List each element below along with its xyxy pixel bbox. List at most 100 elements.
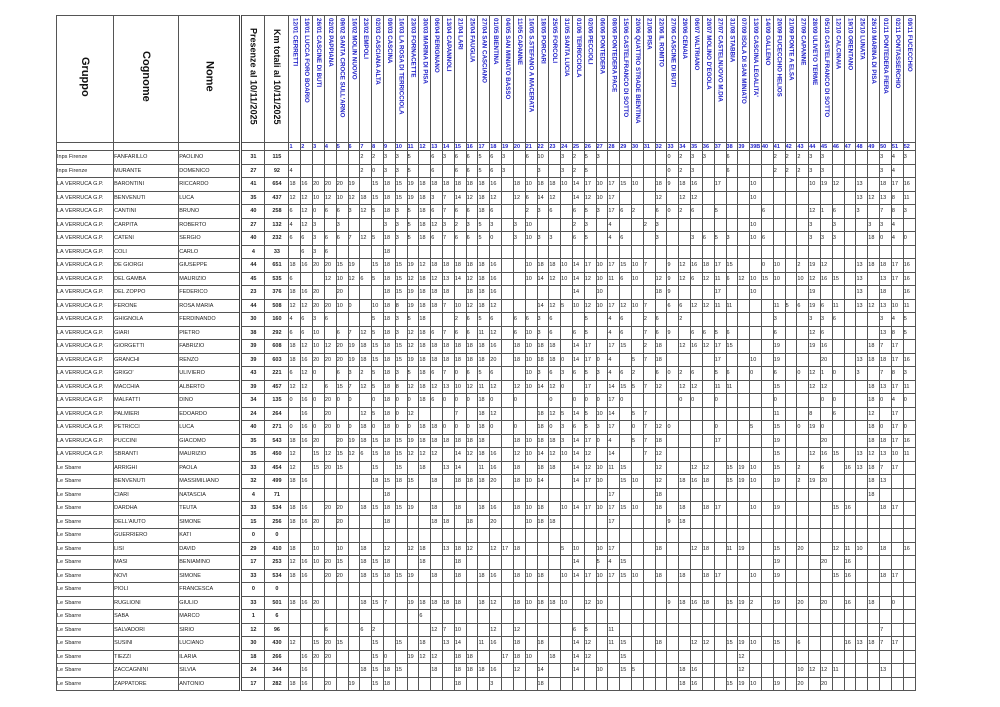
km-cell	[382, 622, 396, 637]
km-cell: 3	[501, 150, 514, 165]
km-cell	[831, 190, 845, 205]
km-cell: 3	[394, 163, 408, 178]
surname-cell: CARPITA	[113, 217, 180, 232]
km-cell: 10	[749, 474, 762, 489]
km-cell	[902, 595, 917, 610]
km-cell	[477, 649, 491, 664]
km-cell	[442, 528, 455, 543]
km-cell: 18	[382, 433, 396, 448]
km-cell: 17	[890, 501, 904, 516]
km-cell	[749, 582, 762, 597]
km-cell: 12	[701, 460, 715, 475]
km-cell: 15	[371, 636, 384, 651]
km-cell	[418, 622, 432, 637]
name-cell: DINO	[178, 393, 242, 408]
km-cell	[512, 528, 526, 543]
km-cell: 18	[382, 366, 396, 381]
km-cell	[477, 555, 491, 570]
km-cell: 0	[335, 420, 349, 435]
km-cell: 6	[288, 271, 302, 286]
table-row: Le Sbarre SALVADORI SIRIO 12 96 6 6 2 12 7 10 12 12 6…	[55, 622, 917, 637]
km-cell	[701, 663, 715, 678]
km-cell	[442, 582, 455, 597]
km-cell: 4	[607, 366, 621, 381]
km-cell	[701, 487, 715, 502]
km-cell: 17	[607, 514, 621, 529]
km-cell: 18	[678, 501, 692, 516]
km-cell	[666, 406, 680, 421]
km-cell	[760, 676, 774, 691]
km-cell: 9	[666, 177, 680, 192]
km-total-cell: 253	[264, 555, 290, 570]
km-cell	[855, 555, 869, 570]
km-cell: 18	[879, 177, 892, 192]
km-cell: 5	[583, 325, 597, 340]
km-cell: 20	[335, 433, 349, 448]
km-cell	[831, 514, 845, 529]
km-cell: 10	[595, 285, 609, 300]
km-cell: 14	[571, 190, 585, 205]
km-cell	[382, 582, 396, 597]
event-column-header: 16/02 MOLIN NUOVO	[347, 15, 361, 143]
km-cell: 12	[465, 271, 479, 286]
km-cell	[371, 487, 384, 502]
km-cell	[678, 433, 692, 448]
km-cell	[501, 177, 514, 192]
km-cell	[595, 676, 609, 691]
km-cell: 18	[867, 379, 881, 394]
km-cell: 15	[619, 568, 633, 583]
km-cell	[501, 460, 514, 475]
km-cell	[855, 312, 869, 327]
km-cell	[394, 514, 408, 529]
km-cell: 5	[595, 555, 609, 570]
km-cell	[749, 406, 762, 421]
km-cell	[347, 312, 361, 327]
presences-cell: 35	[239, 190, 266, 205]
name-cell: LUCIANO	[178, 636, 242, 651]
km-cell	[571, 528, 585, 543]
event-number: 39B	[749, 142, 762, 151]
km-cell: 18	[879, 433, 892, 448]
km-cell	[666, 433, 680, 448]
km-cell: 18	[477, 406, 491, 421]
km-cell: 18	[654, 568, 668, 583]
km-cell	[323, 541, 337, 556]
km-cell: 5	[749, 420, 762, 435]
km-cell: 6	[548, 204, 562, 219]
km-cell	[902, 649, 917, 664]
km-cell	[335, 622, 349, 637]
km-cell: 18	[548, 460, 562, 475]
km-cell: 18	[359, 568, 373, 583]
km-cell	[548, 163, 562, 178]
km-cell	[583, 514, 597, 529]
surname-cell: SABA	[113, 609, 180, 624]
km-cell: 16	[300, 676, 314, 691]
km-cell	[666, 622, 680, 637]
km-cell	[347, 595, 361, 610]
km-cell: 13	[855, 460, 869, 475]
km-cell: 10	[808, 177, 822, 192]
km-cell: 5	[902, 312, 917, 327]
km-cell	[300, 609, 314, 624]
km-cell: 18	[382, 312, 396, 327]
km-cell	[654, 163, 668, 178]
km-cell	[371, 244, 384, 259]
km-cell	[867, 622, 881, 637]
km-cell: 18	[867, 420, 881, 435]
km-cell: 13	[879, 474, 892, 489]
name-cell: PIETRO	[178, 325, 242, 340]
km-cell	[536, 649, 550, 664]
km-cell	[406, 514, 420, 529]
km-cell: 17	[583, 433, 597, 448]
km-cell	[418, 676, 432, 691]
km-cell: 0	[394, 420, 408, 435]
km-cell	[784, 636, 798, 651]
km-cell: 12	[489, 595, 503, 610]
km-cell	[430, 312, 444, 327]
km-cell: 11	[607, 622, 621, 637]
km-cell: 18	[418, 177, 432, 192]
km-cell: 16	[300, 649, 314, 664]
group-cell: LA VERRUCA G.P.	[55, 325, 115, 340]
event-label: 21/04 LARI	[456, 18, 464, 50]
km-cell	[784, 622, 798, 637]
